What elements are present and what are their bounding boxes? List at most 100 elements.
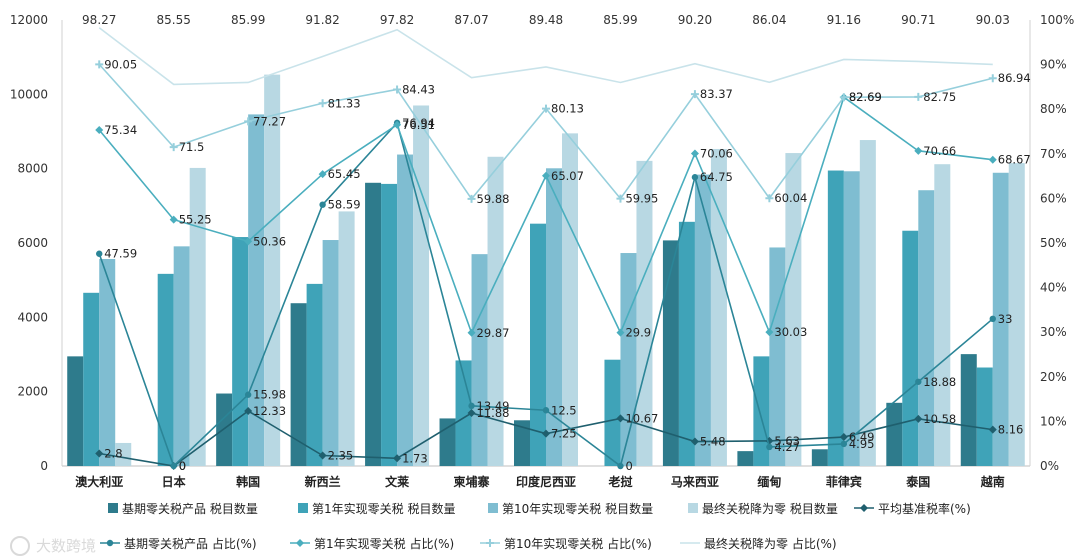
line-point [393,85,402,94]
data-label: 5.63 [774,434,800,448]
line-point [244,237,253,246]
bar [620,253,637,466]
line-point [988,74,997,83]
x-category-label: 菲律宾 [826,474,862,489]
data-label: 85.99 [231,13,265,27]
bar [886,402,903,466]
data-label: 47.59 [104,247,137,261]
data-label: 30.03 [774,325,807,339]
data-label: 82.75 [923,90,956,104]
bar [397,154,414,466]
data-label: 65.07 [551,169,584,183]
data-label: 4.95 [849,437,875,451]
line-labels-3: 90.05 71.5 77.27 81.33 84.43 59.88 80.13 59.95 8… [104,57,1030,206]
y-right-tick-label: 20% [1040,370,1067,384]
bar [678,221,695,466]
data-label: 10.58 [923,412,956,426]
line-point [467,194,476,203]
data-label: 90.05 [104,57,137,71]
bar [546,168,562,467]
x-category-label: 印度尼西亚 [516,474,576,489]
bar-series-1 [83,170,993,466]
legend-label: 最终关税降为零 税目数量 [702,501,838,516]
line-point [467,409,476,418]
bar [173,246,190,466]
bar [306,283,323,466]
x-category-label: 澳大利亚 [75,474,123,489]
x-category-label: 老挝 [608,474,633,489]
bar [365,182,382,467]
data-label: 4.27 [774,440,800,454]
x-category-label: 文莱 [385,474,409,489]
x-category-label: 日本 [162,474,186,489]
data-label: 84.43 [402,82,435,96]
x-category-label: 缅甸 [757,474,781,489]
bar [381,183,398,466]
axes: 0 2000 4000 6000 8000 10000 12000 0% 10% 20% 30% 40… [10,13,1075,489]
data-label: 1.73 [402,451,428,465]
bar-series [67,74,1025,467]
line-point [839,93,848,102]
data-label: 50.36 [253,234,286,248]
x-category-label: 韩国 [236,474,260,489]
legend-swatch [108,503,118,513]
legend-swatch [488,503,498,513]
data-label: 71.5 [179,140,205,154]
data-label: 90.03 [976,13,1010,27]
data-label: 60.04 [774,191,807,205]
data-label: 15.98 [253,388,286,402]
legend-item: 平均基准税率(%) [854,501,971,516]
data-label: 65.45 [328,167,361,181]
bar [322,240,339,466]
data-label: 0 [625,459,632,473]
bar [992,172,1009,466]
bar [264,74,281,466]
legend-item: 最终关税降为零 税目数量 [688,501,838,516]
line-series-1 [96,119,996,470]
data-label: 64.75 [700,170,733,184]
data-label: 76.94 [402,116,435,130]
legend-label: 第10年实现零关税 占比(%) [504,536,652,551]
y-right-tick-label: 40% [1040,281,1067,295]
data-labels: 2.8 0 12.33 2.35 1.73 11.88 7.25 10.67 5.48 5.63 6… [82,13,1031,473]
line-point [96,250,103,257]
x-category-label: 柬埔寨 [453,474,490,489]
line-point [296,539,304,547]
bar [439,418,456,466]
line-point [542,429,550,438]
y-right-tick-label: 90% [1040,58,1067,72]
line-point [319,201,326,208]
data-label: 80.13 [551,102,584,116]
bar [67,356,84,466]
line-point [616,194,625,203]
y-right-tick-label: 0% [1040,459,1059,473]
bar [487,156,504,467]
data-label: 59.88 [477,192,510,206]
data-label: 97.82 [380,13,414,27]
line-series-4 [98,27,993,86]
line-point [468,402,475,410]
data-label: 85.99 [603,13,637,27]
bar [248,114,265,467]
line-series-3 [95,60,997,203]
bar-series-0 [67,182,977,467]
data-label: 0 [179,459,186,473]
data-label: 76.51 [402,118,435,132]
data-label: 18.88 [923,375,956,389]
line-point [988,425,997,434]
line-point [915,378,922,385]
data-label: 2.35 [328,449,354,463]
bar [115,442,132,466]
line-point [840,440,848,448]
y-left-tick-label: 0 [40,459,48,473]
line-point [169,215,178,224]
line-point [765,328,774,337]
line-point [170,462,177,470]
bar [902,230,919,466]
line-point [542,407,550,414]
bar [604,359,621,466]
data-label: 33 [998,312,1013,326]
y-right-tick-label: 60% [1040,191,1067,205]
legend-label: 第1年实现零关税 税目数量 [312,501,455,516]
